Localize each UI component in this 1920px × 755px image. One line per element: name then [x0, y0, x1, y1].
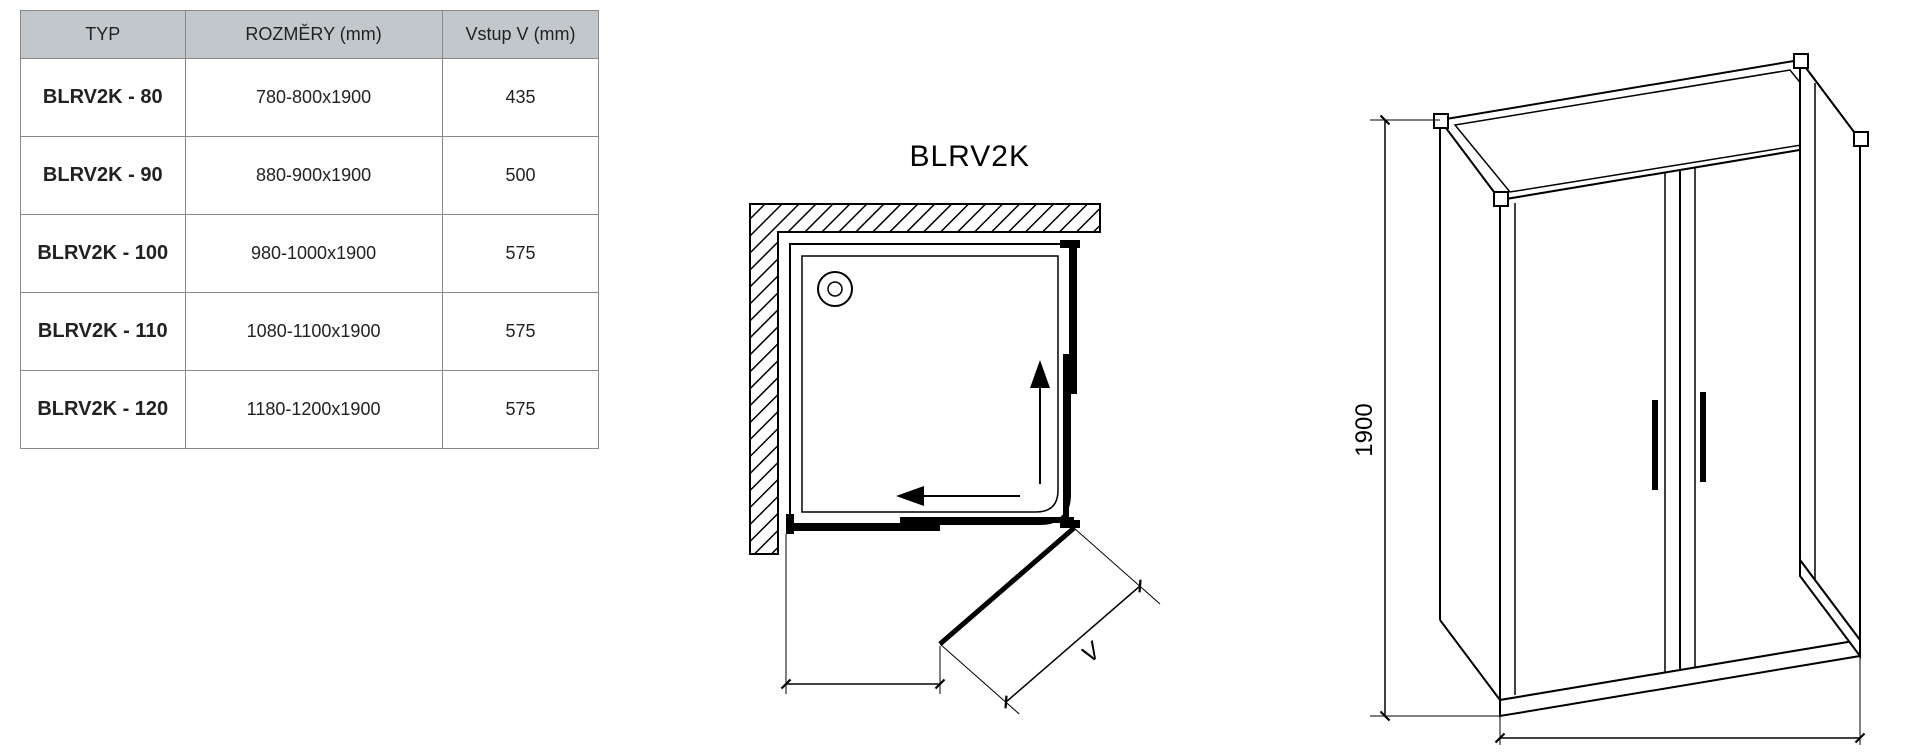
plan-view: BLRV2K [719, 140, 1220, 714]
plan-view-svg: V [740, 194, 1200, 714]
cell-vstup: 435 [442, 59, 599, 137]
table-row: BLRV2K - 110 1080-1100x1900 575 [21, 293, 599, 371]
plan-title: BLRV2K [909, 140, 1030, 174]
spec-table: TYP ROZMĚRY (mm) Vstup V (mm) BLRV2K - 8… [20, 10, 599, 449]
dim-v-label: V [1076, 636, 1107, 668]
col-header-type: TYP [21, 11, 186, 59]
door-handle-right [1700, 392, 1706, 482]
door-swing [940, 528, 1074, 644]
cell-rozmery: 780-800x1900 [185, 59, 442, 137]
table-row: BLRV2K - 120 1180-1200x1900 575 [21, 371, 599, 449]
cell-rozmery: 880-900x1900 [185, 137, 442, 215]
dim-v [1006, 586, 1140, 702]
cell-rozmery: 980-1000x1900 [185, 215, 442, 293]
cell-vstup: 575 [442, 371, 599, 449]
dim-height-label: 1900 [1351, 403, 1378, 456]
cell-type: BLRV2K - 110 [21, 293, 186, 371]
cell-vstup: 500 [442, 137, 599, 215]
shower-tray [790, 244, 1070, 524]
cell-vstup: 575 [442, 293, 599, 371]
cell-type: BLRV2K - 100 [21, 215, 186, 293]
door-handle-left [1652, 400, 1658, 490]
side-panel [1800, 60, 1860, 640]
table-row: BLRV2K - 90 880-900x1900 500 [21, 137, 599, 215]
cell-rozmery: 1080-1100x1900 [185, 293, 442, 371]
table-row: BLRV2K - 80 780-800x1900 435 [21, 59, 599, 137]
iso-view: 1900 [1260, 20, 1900, 755]
col-header-rozmery: ROZMĚRY (mm) [185, 11, 442, 59]
col-header-vstup: Vstup V (mm) [442, 11, 599, 59]
cell-type: BLRV2K - 90 [21, 137, 186, 215]
iso-svg: 1900 [1260, 20, 1900, 750]
table-row: BLRV2K - 100 980-1000x1900 575 [21, 215, 599, 293]
cell-type: BLRV2K - 120 [21, 371, 186, 449]
cell-rozmery: 1180-1200x1900 [185, 371, 442, 449]
dimensions-table: TYP ROZMĚRY (mm) Vstup V (mm) BLRV2K - 8… [20, 10, 599, 449]
cell-vstup: 575 [442, 215, 599, 293]
cell-type: BLRV2K - 80 [21, 59, 186, 137]
